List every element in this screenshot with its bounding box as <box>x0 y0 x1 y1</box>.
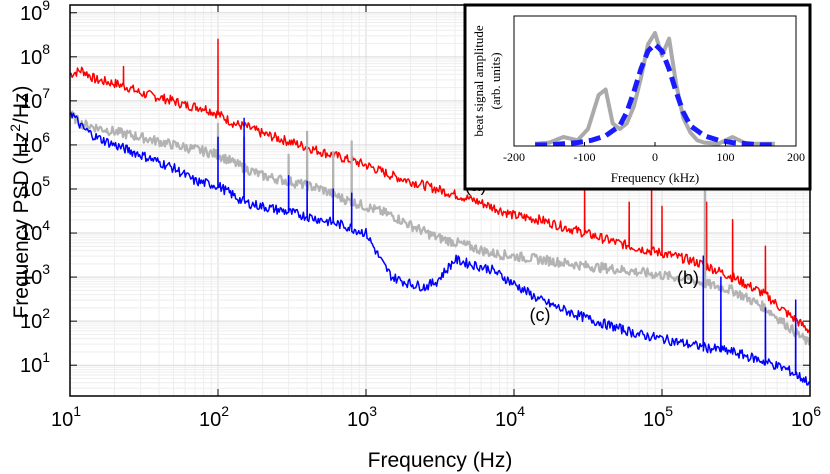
x-axis-label: Frequency (Hz) <box>368 449 513 472</box>
inset-x-axis-label: Frequency (kHz) <box>611 170 699 185</box>
psd-trace-b <box>70 99 810 346</box>
y-axis-label-tail: /Hz) <box>10 85 33 124</box>
inset-plot: -200 -100 0 100 200 Frequency (kHz) beat sig… <box>463 3 812 191</box>
y-tick-label: 104 <box>20 217 50 245</box>
inset-x-tick-label: 100 <box>717 150 735 164</box>
inset-x-tick-label: -200 <box>503 150 525 164</box>
y-tick-label: 103 <box>20 261 50 289</box>
y-tick-label: 101 <box>20 349 50 377</box>
y-axis-label-superscript: 2 <box>7 124 23 132</box>
inset-y-axis-label-line1: beat signal amplitude <box>471 25 486 136</box>
inset-ticks: -200 -100 0 100 200 <box>503 142 805 164</box>
main-plot: 101 102 103 104 105 106 101 102 103 104 105 106 107 1… <box>7 0 821 472</box>
y-tick-label: 107 <box>20 85 50 113</box>
inset-x-tick-label: -100 <box>574 150 596 164</box>
psd-trace-c <box>70 112 810 386</box>
series-label-b: (b) <box>677 268 699 288</box>
y-tick-label: 105 <box>20 173 50 201</box>
x-tick-label: 101 <box>51 403 81 431</box>
inset-series <box>534 31 775 146</box>
x-tick-label: 106 <box>791 403 821 431</box>
main-series <box>70 38 810 386</box>
x-tick-label: 103 <box>347 403 377 431</box>
main-plot-frame <box>69 4 811 397</box>
inset-y-axis-label-line2: (arb. units) <box>488 52 503 109</box>
series-label-c: (c) <box>530 305 551 325</box>
y-tick-label: 109 <box>20 0 50 25</box>
y-axis-label: Frequency PSD (Hz2/Hz) <box>7 85 33 318</box>
inset-x-tick-label: 200 <box>787 150 805 164</box>
psd-trace-a <box>70 38 810 334</box>
y-axis-label-main: Frequency PSD (Hz <box>10 132 33 319</box>
inset-x-tick-label: 0 <box>652 150 658 164</box>
inset-measured-trace <box>534 31 775 146</box>
x-tick-label: 104 <box>495 403 525 431</box>
y-tick-label: 102 <box>20 305 50 333</box>
y-tick-label: 106 <box>20 129 50 157</box>
x-tick-label: 105 <box>643 403 673 431</box>
x-tick-label: 102 <box>199 403 229 431</box>
main-ticks: 101 102 103 104 105 106 101 102 103 104 105 106 107 1… <box>20 0 821 431</box>
y-tick-label: 108 <box>20 41 50 69</box>
